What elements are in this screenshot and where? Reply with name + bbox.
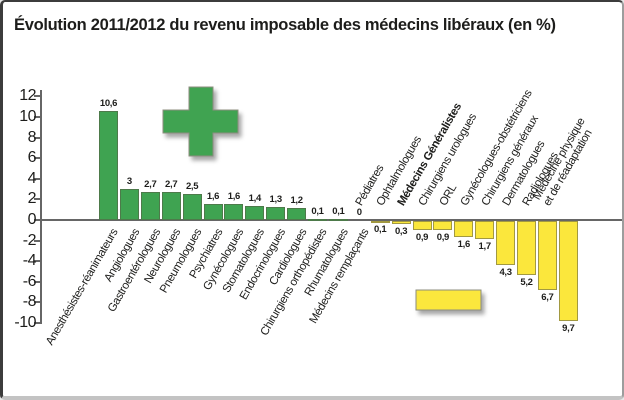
bar: [161, 192, 181, 220]
bar: [245, 205, 265, 220]
category-label: ORL: [437, 182, 459, 208]
bar-value-label: 2,7: [165, 179, 178, 191]
bar: [140, 192, 160, 220]
plus-icon: [162, 86, 239, 157]
bar: [308, 218, 327, 221]
bar: [119, 189, 139, 220]
bar-value-label: 0,1: [374, 224, 387, 236]
bar-value-label: 9,7: [562, 322, 575, 334]
bar: [475, 221, 495, 239]
bar-value-label: 1,6: [227, 190, 241, 202]
y-tick-mark: [34, 116, 41, 118]
y-tick-mark: [34, 95, 41, 98]
bar: [517, 221, 536, 275]
bar-value-label: 0: [356, 207, 362, 218]
y-tick-label: -2: [22, 231, 37, 249]
bar: [328, 218, 348, 221]
bar: [496, 221, 516, 266]
y-tick-mark: [34, 136, 41, 139]
y-tick-label: -8: [22, 293, 37, 311]
bar: [370, 221, 390, 223]
bar: [287, 207, 307, 220]
bar-value-label: 3: [126, 176, 132, 188]
bar-value-label: 1,6: [457, 239, 471, 251]
bar-value-label: 1,3: [269, 193, 283, 205]
category-label: Anesthésistes-réanimateurs: [44, 227, 121, 348]
bar: [182, 194, 202, 220]
bar-value-label: 1,2: [290, 194, 303, 206]
bar-value-label: 0,9: [415, 232, 429, 244]
y-tick-label: 12: [19, 87, 36, 105]
bar-value-label: 0,9: [436, 232, 450, 244]
minus-icon: [415, 289, 482, 311]
bar-value-label: 0,1: [311, 205, 324, 217]
y-tick-mark: [34, 219, 41, 221]
bar-value-label: 0,3: [394, 226, 408, 238]
y-axis-line: [40, 90, 42, 324]
y-tick-label: 8: [27, 128, 37, 146]
bar: [266, 206, 286, 220]
bar-value-label: 5,2: [520, 276, 533, 288]
bar: [391, 221, 411, 225]
bar-value-label: 1,7: [478, 240, 492, 252]
y-tick-mark: [34, 239, 41, 242]
y-tick-label: 2: [27, 190, 37, 208]
bar-value-label: 1,4: [248, 192, 262, 204]
y-tick-mark: [34, 157, 41, 160]
y-tick-mark: [34, 177, 41, 180]
bar: [558, 221, 578, 321]
bar: [433, 221, 453, 231]
bar-value-label: 2,5: [185, 181, 199, 193]
y-tick-mark: [34, 301, 41, 304]
category-label: Médecine physique et de réadaptation: [531, 116, 596, 208]
y-tick-label: 4: [27, 169, 37, 187]
bar: [224, 203, 244, 220]
bar-value-label: 1,6: [206, 190, 220, 202]
bar-value-label: 0,1: [332, 205, 345, 217]
y-tick-label: -10: [14, 314, 36, 331]
bar: [537, 221, 557, 290]
y-tick-mark: [34, 260, 41, 263]
y-tick-label: -6: [22, 272, 37, 290]
bar: [454, 221, 474, 238]
bar-value-label: 2,7: [144, 179, 157, 191]
bar: [203, 203, 223, 220]
chart-title: Évolution 2011/2012 du revenu imposable …: [14, 16, 556, 34]
y-tick-mark: [34, 198, 41, 201]
y-tick-label: 6: [27, 149, 37, 167]
bar-value-label: 6,7: [541, 292, 554, 303]
y-tick-mark: [34, 280, 41, 283]
y-tick-label: 0: [27, 211, 37, 228]
y-tick-mark: [34, 322, 41, 324]
bar: [412, 221, 432, 231]
y-tick-label: 10: [19, 108, 36, 125]
bar-value-label: 4,3: [499, 267, 512, 279]
bar: [99, 110, 118, 220]
y-tick-label: -4: [22, 252, 37, 270]
bar-value-label: 10,6: [99, 97, 118, 109]
